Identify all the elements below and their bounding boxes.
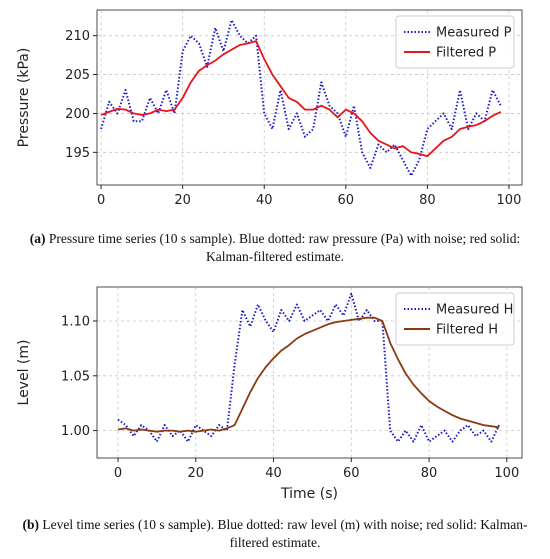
y-tick-label: 1.10 xyxy=(61,314,90,329)
caption-label: (b) xyxy=(22,517,40,532)
x-tick-label: 0 xyxy=(97,193,105,208)
plot-frame xyxy=(96,286,523,459)
caption-text: Pressure time series (10 s sample). Blue… xyxy=(48,231,521,264)
y-tick-label: 1.00 xyxy=(61,424,90,439)
x-tick-label: 60 xyxy=(343,466,360,481)
x-tick-label: 0 xyxy=(114,466,122,481)
x-tick-label: 60 xyxy=(338,193,355,208)
x-tick-label: 100 xyxy=(494,466,519,481)
x-axis-label: Time (s) xyxy=(280,486,338,502)
pressure-chart: 195 200 205 210 0 20 40 60 80 100 Pressure (kPa) Me… xyxy=(16,9,523,208)
x-tick-label: 40 xyxy=(256,193,273,208)
series-line xyxy=(117,292,501,443)
y-axis-label: Pressure (kPa) xyxy=(16,48,32,148)
y-tick-label: 210 xyxy=(65,29,90,44)
series-line xyxy=(117,316,500,433)
series-line xyxy=(100,19,502,177)
caption-a: (a) Pressure time series (10 s sample). … xyxy=(15,230,535,266)
caption-label: (a) xyxy=(29,231,46,246)
y-tick-label: 1.05 xyxy=(61,369,90,384)
series-line xyxy=(100,40,502,158)
y-tick-label: 195 xyxy=(65,146,90,161)
y-tick-label: 200 xyxy=(65,107,90,122)
y-axis-label: Level (m) xyxy=(16,340,32,406)
y-tick-label: 205 xyxy=(65,68,90,83)
caption-text: Level time series (10 s sample). Blue do… xyxy=(42,517,528,550)
legend-label: Filtered P xyxy=(436,46,496,61)
plot-frame xyxy=(96,9,523,186)
x-tick-label: 40 xyxy=(265,466,282,481)
legend-label: Filtered H xyxy=(436,323,498,338)
caption-b: (b) Level time series (10 s sample). Blu… xyxy=(15,516,535,552)
x-tick-label: 80 xyxy=(419,193,436,208)
x-tick-label: 80 xyxy=(421,466,438,481)
x-tick-label: 20 xyxy=(174,193,191,208)
legend-box xyxy=(395,15,515,69)
level-chart: 1.00 1.05 1.10 0 20 40 60 80 100 Level (m) Time (s… xyxy=(16,286,523,502)
legend-label: Measured P xyxy=(436,26,512,41)
x-tick-label: 20 xyxy=(187,466,204,481)
legend-box xyxy=(395,292,515,346)
x-tick-label: 100 xyxy=(497,193,522,208)
legend-label: Measured H xyxy=(436,303,513,318)
